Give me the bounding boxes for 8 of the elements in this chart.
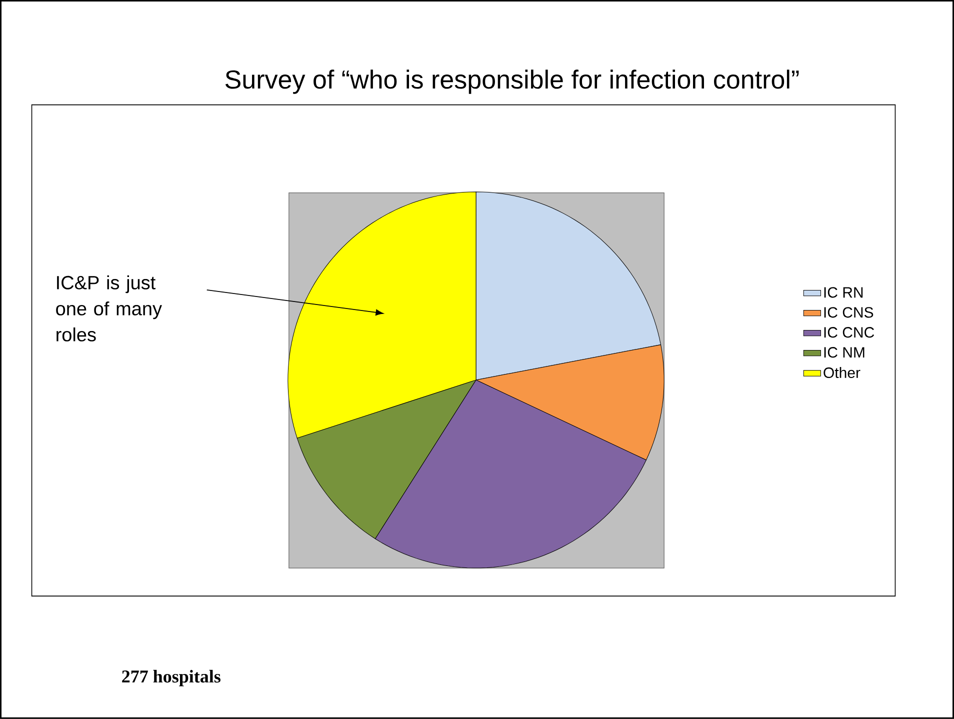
legend-label: IC RN <box>824 287 863 298</box>
legend-label: Other <box>824 367 860 378</box>
chart-title: Survey of “who is responsible for infection control” <box>225 70 799 94</box>
legend-label: IC NM <box>824 347 864 358</box>
legend-label: IC CNC <box>824 327 874 338</box>
text: IC&P is just one of many roles <box>56 275 162 342</box>
text: 277 hospitals <box>122 670 220 686</box>
legend-label: IC CNS <box>824 307 874 318</box>
